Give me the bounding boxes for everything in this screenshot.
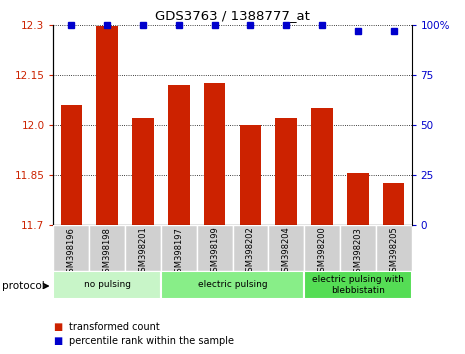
Text: GSM398205: GSM398205 [389,227,398,278]
Bar [268,225,304,271]
Text: GSM398203: GSM398203 [353,227,362,278]
Text: GSM398196: GSM398196 [67,227,76,278]
Bar [60,105,82,225]
Bar [96,27,118,225]
Text: electric pulsing with
blebbistatin: electric pulsing with blebbistatin [312,275,404,295]
Text: ■: ■ [53,322,63,332]
Bar [311,108,333,225]
Bar [347,173,369,225]
Bar [168,85,190,225]
Bar [197,225,232,271]
Text: transformed count: transformed count [69,322,159,332]
Text: GSM398199: GSM398199 [210,227,219,278]
Bar [89,225,125,271]
Bar [53,271,161,299]
Text: GSM398204: GSM398204 [282,227,291,278]
Text: electric pulsing: electric pulsing [198,280,267,290]
Bar [204,83,226,225]
Bar [125,225,161,271]
Bar [275,118,297,225]
Text: GSM398200: GSM398200 [318,227,326,278]
Bar [383,183,405,225]
Bar [304,225,340,271]
Bar [161,271,304,299]
Bar [232,225,268,271]
Text: no pulsing: no pulsing [84,280,131,290]
Bar [161,225,197,271]
Title: GDS3763 / 1388777_at: GDS3763 / 1388777_at [155,9,310,22]
Bar [376,225,412,271]
Text: GSM398201: GSM398201 [139,227,147,278]
Text: GSM398197: GSM398197 [174,227,183,278]
Text: GSM398202: GSM398202 [246,227,255,278]
Bar [239,125,261,225]
Text: protocol: protocol [2,281,45,291]
Text: GSM398198: GSM398198 [103,227,112,278]
Bar [53,225,89,271]
Text: ■: ■ [53,336,63,346]
Bar [340,225,376,271]
Bar [304,271,412,299]
Text: percentile rank within the sample: percentile rank within the sample [69,336,234,346]
Bar [132,118,154,225]
